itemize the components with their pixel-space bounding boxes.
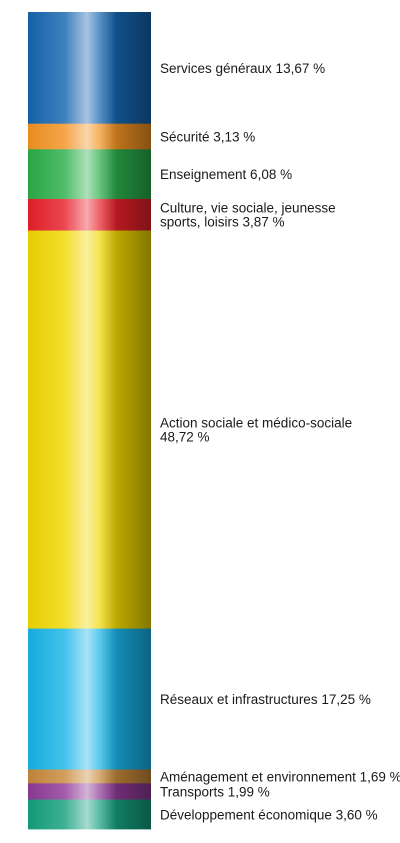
bar-segment-transports <box>28 783 151 800</box>
segment-label-securite: Sécurité 3,13 % <box>160 129 255 144</box>
segment-label-developpement-economique: Développement économique 3,60 % <box>160 807 378 822</box>
segment-label-transports: Transports 1,99 % <box>160 784 270 799</box>
bar-segment-amenagement-et-environnement <box>28 769 151 784</box>
segment-label-culture-vie-sociale-jeunesse-sports-loisirs: Culture, vie sociale, jeunesse sports, lo… <box>160 201 336 230</box>
segment-labels: Services généraux 13,67 % Sécurité 3,13 %… <box>160 61 400 822</box>
segment-label-services-generaux: Services généraux 13,67 % <box>160 61 325 76</box>
bar-segment-securite <box>28 123 151 150</box>
segment-label-action-sociale-et-medico-sociale: Action sociale et médico-sociale 48,72 % <box>160 416 352 445</box>
segment-label-line: Transports 1,99 % <box>160 784 270 799</box>
segment-label-line: Aménagement et environnement 1,69 % <box>160 769 400 784</box>
segment-label-line: sports, loisirs 3,87 % <box>160 215 285 230</box>
bar-segment-reseaux-et-infrastructures <box>28 628 151 770</box>
segment-label-line: 48,72 % <box>160 430 210 445</box>
bar-segment-culture-vie-sociale-jeunesse-sports-loisirs <box>28 198 151 231</box>
bar-segment-services-generaux <box>28 12 151 125</box>
segment-label-line: Réseaux et infrastructures 17,25 % <box>160 692 371 707</box>
segment-label-line: Enseignement 6,08 % <box>160 167 292 182</box>
segment-label-line: Services généraux 13,67 % <box>160 61 325 76</box>
segment-label-enseignement: Enseignement 6,08 % <box>160 167 292 182</box>
segment-label-line: Culture, vie sociale, jeunesse <box>160 201 336 216</box>
bar-segments <box>28 12 151 830</box>
segment-label-line: Développement économique 3,60 % <box>160 807 378 822</box>
bar-segment-enseignement <box>28 149 151 200</box>
bar-segment-developpement-economique <box>28 799 151 830</box>
segment-label-reseaux-et-infrastructures: Réseaux et infrastructures 17,25 % <box>160 692 371 707</box>
segment-label-line: Sécurité 3,13 % <box>160 129 255 144</box>
segment-label-amenagement-et-environnement: Aménagement et environnement 1,69 % <box>160 769 400 784</box>
bar-segment-action-sociale-et-medico-sociale <box>28 230 151 629</box>
segment-label-line: Action sociale et médico-sociale <box>160 416 352 431</box>
